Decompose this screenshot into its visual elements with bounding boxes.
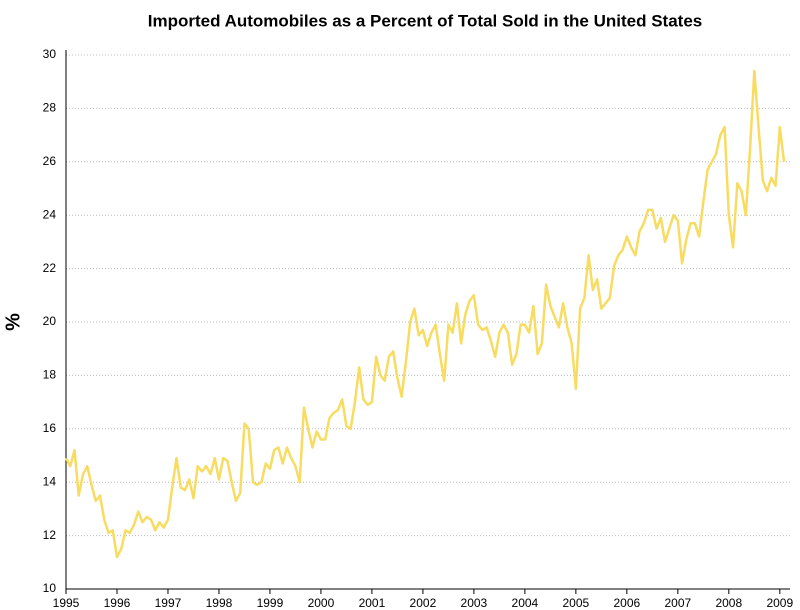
x-tick-label: 2008 xyxy=(715,596,742,610)
y-tick-label: 20 xyxy=(43,314,57,328)
x-tick-label: 1996 xyxy=(104,596,131,610)
y-tick-label: 28 xyxy=(43,101,57,115)
y-tick-label: 22 xyxy=(43,261,57,275)
x-tick-label: 2003 xyxy=(461,596,488,610)
x-tick-label: 2004 xyxy=(512,596,539,610)
y-tick-label: 26 xyxy=(43,154,57,168)
y-tick-label: 30 xyxy=(43,47,57,61)
x-tick-label: 2006 xyxy=(613,596,640,610)
x-tick-label: 1997 xyxy=(155,596,182,610)
y-tick-label: 10 xyxy=(43,581,57,595)
x-tick-label: 2005 xyxy=(563,596,590,610)
x-tick-label: 2000 xyxy=(308,596,335,610)
y-tick-label: 16 xyxy=(43,421,57,435)
y-tick-label: 14 xyxy=(43,474,57,488)
x-tick-label: 2007 xyxy=(664,596,691,610)
x-tick-label: 2001 xyxy=(359,596,386,610)
x-tick-label: 2009 xyxy=(766,596,793,610)
x-tick-label: 2002 xyxy=(410,596,437,610)
y-axis-label: % xyxy=(2,313,24,331)
y-tick-label: 12 xyxy=(43,528,57,542)
x-tick-label: 1999 xyxy=(257,596,284,610)
y-tick-label: 24 xyxy=(43,207,57,221)
chart-title: Imported Automobiles as a Percent of Tot… xyxy=(148,11,702,30)
data-line xyxy=(64,69,786,559)
y-tick-label: 18 xyxy=(43,368,57,382)
x-tick-label: 1995 xyxy=(53,596,80,610)
x-tick-label: 1998 xyxy=(206,596,233,610)
